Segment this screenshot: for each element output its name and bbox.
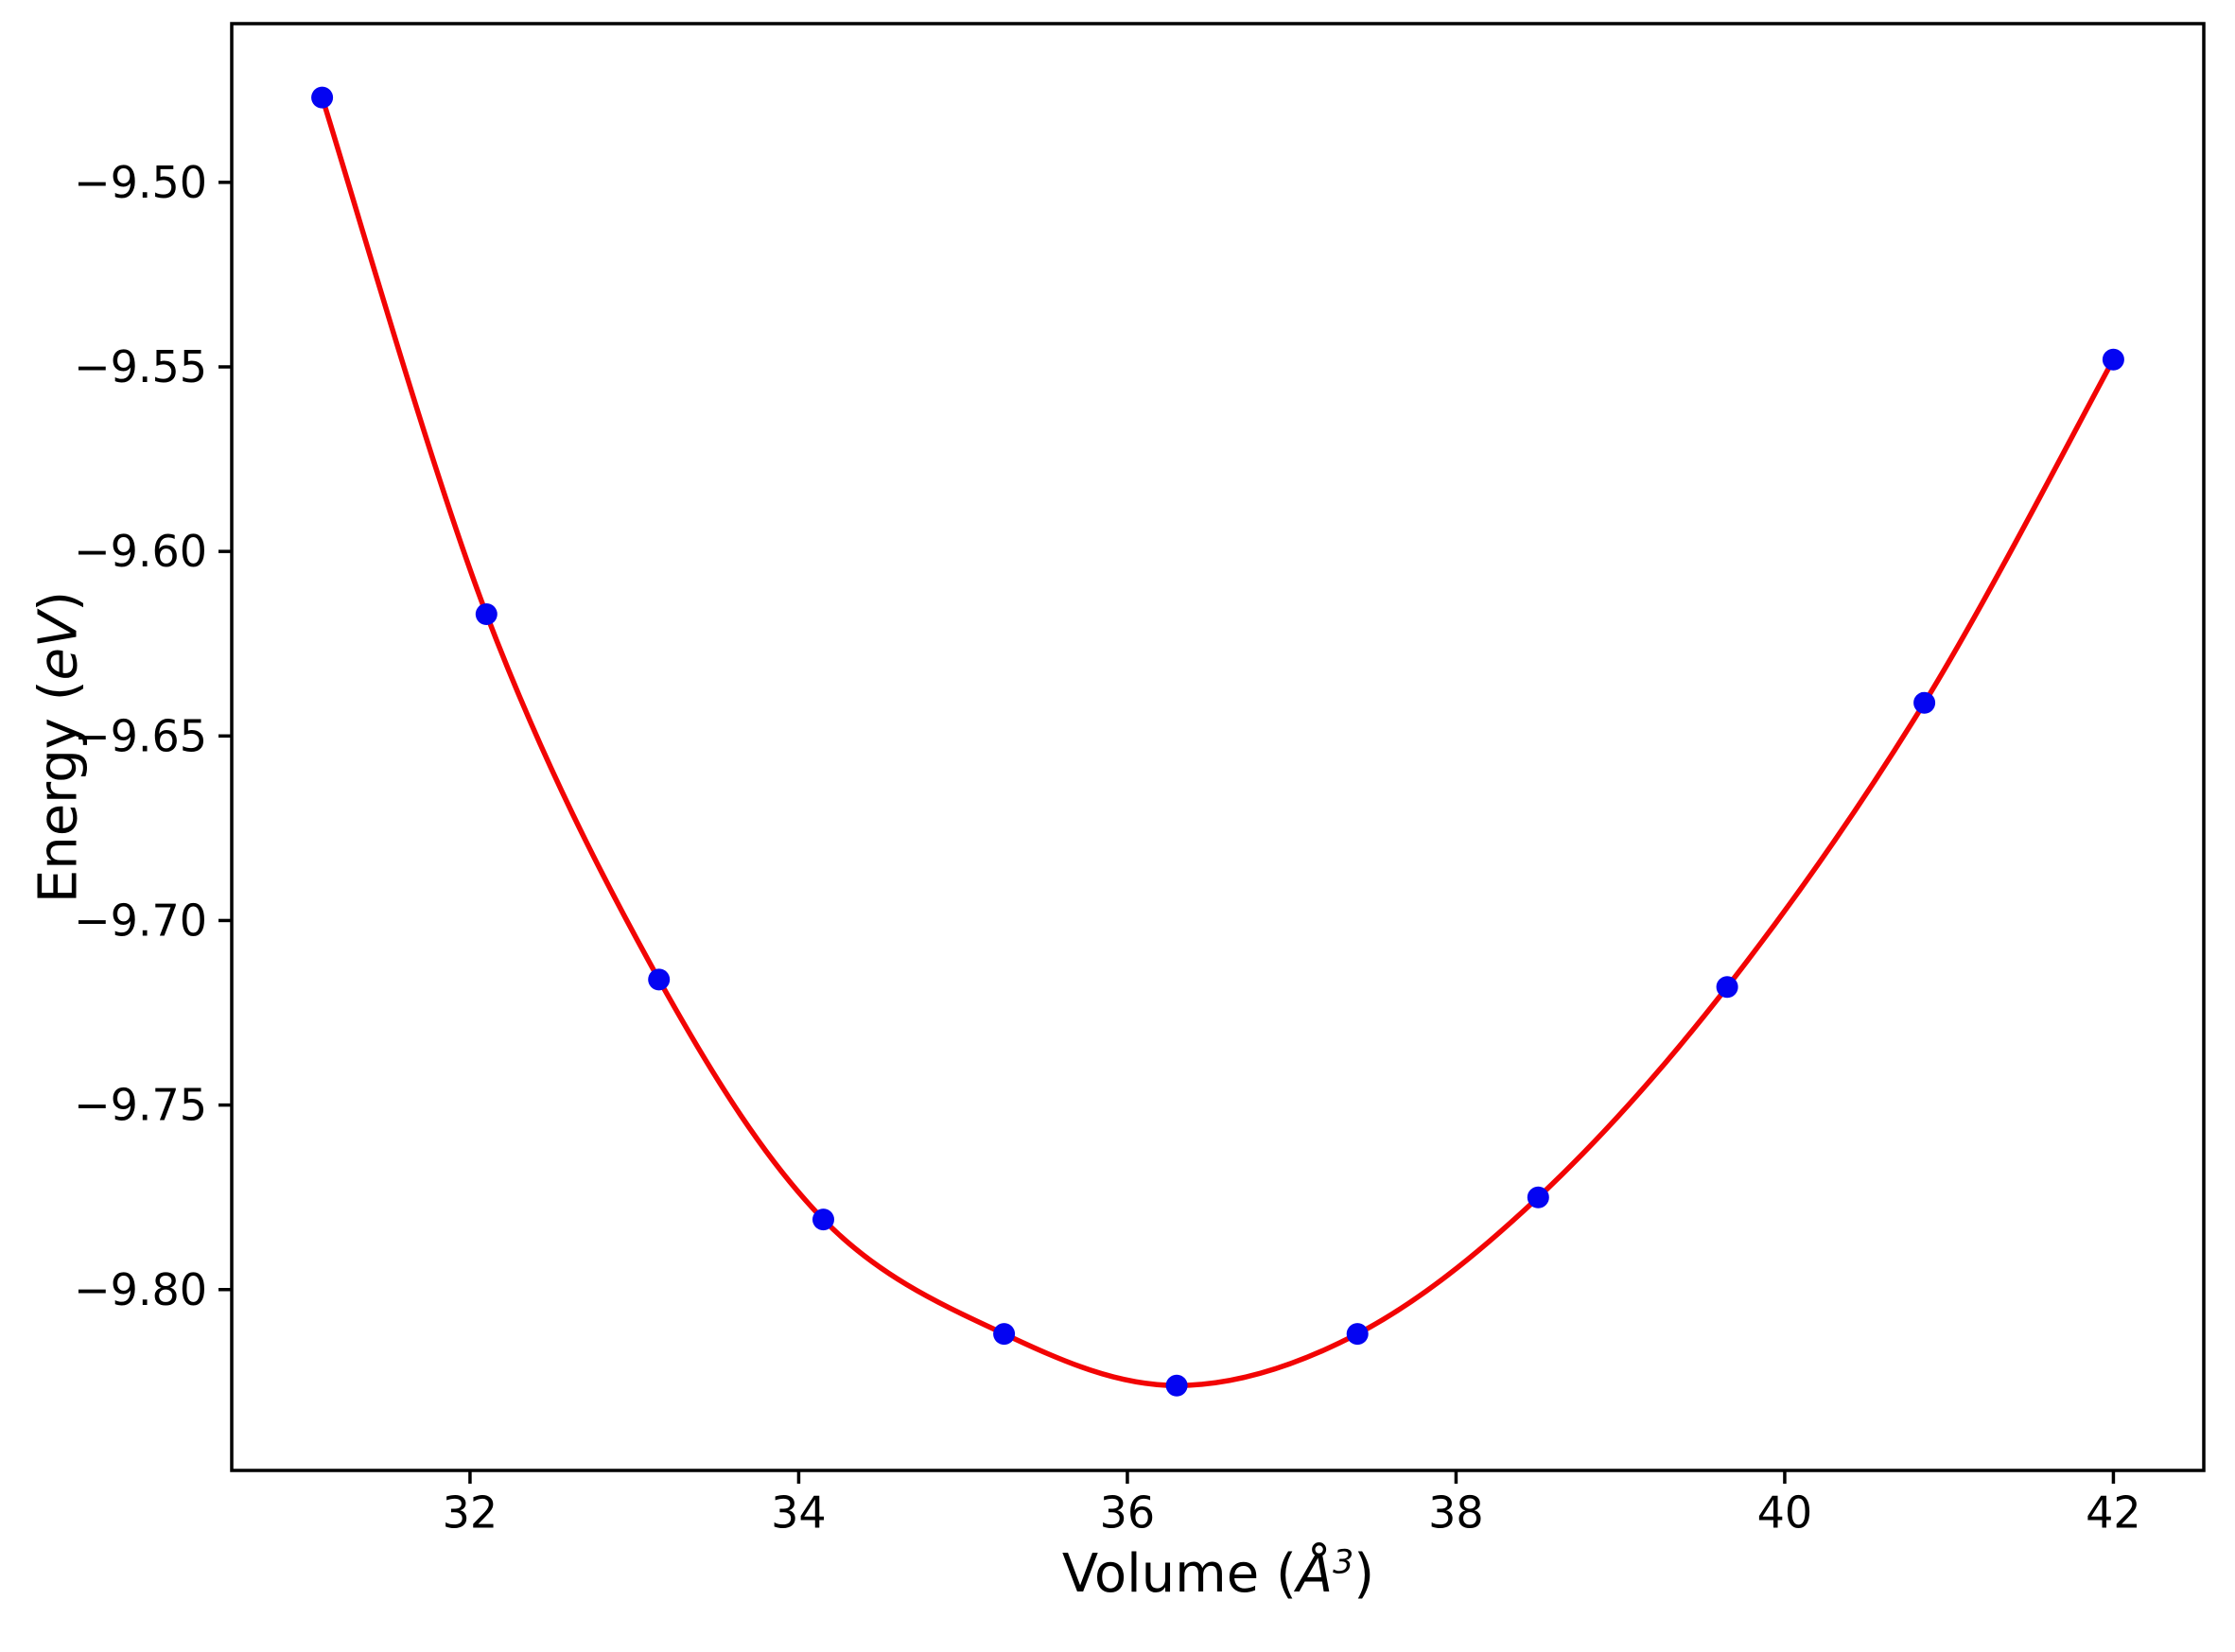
data-point — [311, 86, 334, 109]
x-axis-label-suffix: ) — [1353, 1543, 1375, 1605]
y-tick-label: −9.75 — [74, 1080, 207, 1131]
x-tick-label: 32 — [443, 1487, 498, 1538]
x-axis-label: Volume (Å3) — [1062, 1543, 1374, 1605]
data-point — [812, 1209, 834, 1231]
data-point — [648, 968, 671, 991]
data-point — [1913, 691, 1936, 714]
y-axis-label-suffix: ) — [27, 590, 90, 612]
data-point — [993, 1323, 1016, 1346]
plot-border — [230, 22, 2206, 1472]
x-tick-label: 42 — [2086, 1487, 2141, 1538]
x-tick-label: 34 — [771, 1487, 827, 1538]
fit-curve — [319, 95, 2117, 1388]
y-tick-label: −9.80 — [74, 1264, 207, 1315]
data-point — [1716, 976, 1738, 999]
y-tick-label: −9.60 — [74, 526, 207, 577]
y-tick-label: −9.55 — [74, 341, 207, 392]
x-tick-label: 40 — [1757, 1487, 1813, 1538]
y-axis-label-math: eV — [27, 611, 90, 681]
data-point — [475, 603, 498, 625]
x-axis: 32 34 36 38 40 42 — [443, 1470, 2141, 1538]
data-point — [1527, 1186, 1549, 1209]
y-axis-label: Energy (eV) — [28, 591, 90, 903]
data-point — [1346, 1323, 1369, 1346]
data-point — [1165, 1374, 1188, 1397]
y-axis-label-prefix: Energy ( — [27, 680, 90, 904]
x-tick-label: 38 — [1428, 1487, 1484, 1538]
y-tick-label: −9.50 — [74, 157, 207, 208]
y-tick-label: −9.65 — [74, 710, 207, 761]
x-axis-label-prefix: Volume ( — [1061, 1543, 1297, 1605]
x-axis-label-symbol: Å — [1296, 1543, 1334, 1605]
x-tick-label: 36 — [1100, 1487, 1156, 1538]
data-points — [311, 86, 2124, 1397]
x-axis-label-exponent: 3 — [1333, 1543, 1354, 1582]
data-point — [2102, 348, 2124, 371]
y-tick-label: −9.70 — [74, 895, 207, 946]
y-axis: −9.50 −9.55 −9.60 −9.65 −9.70 −9.75 −9.80 — [74, 157, 232, 1315]
